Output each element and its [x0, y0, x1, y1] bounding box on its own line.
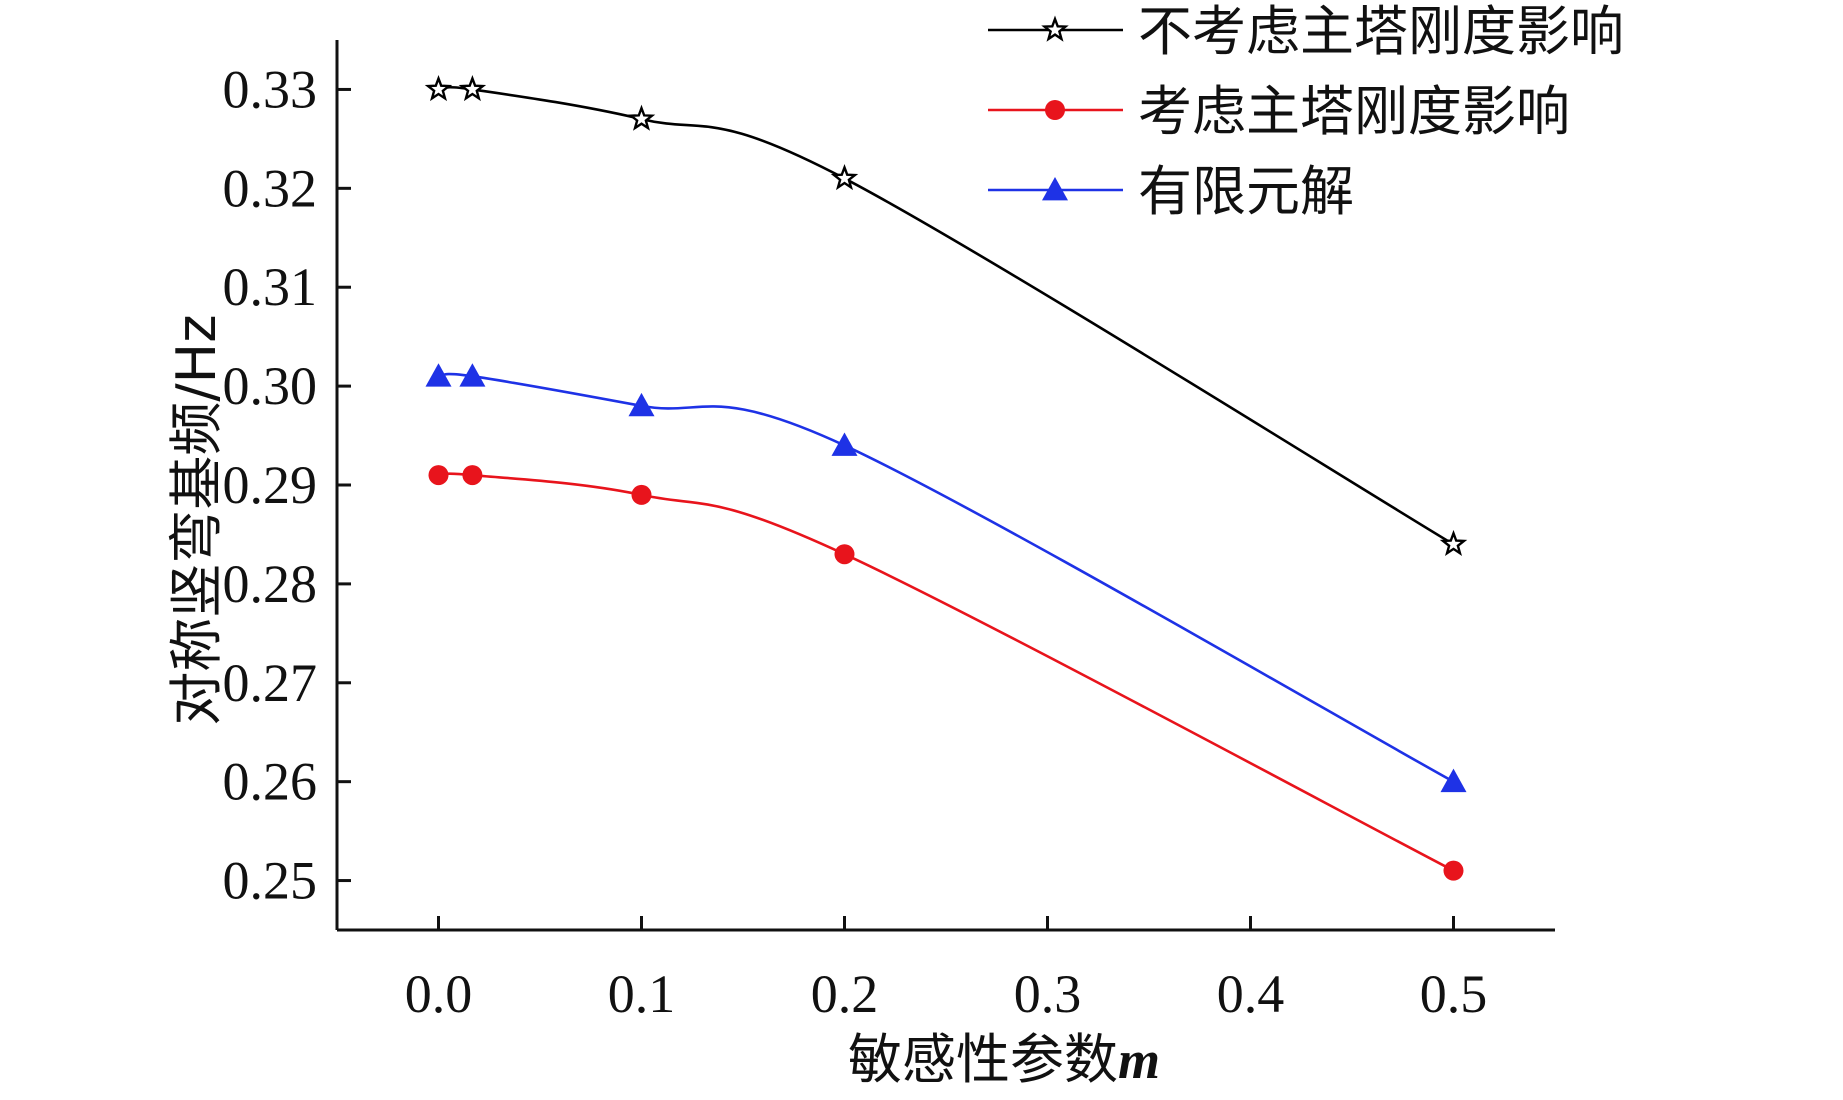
y-tick-label: 0.33 — [223, 59, 318, 119]
y-tick-label: 0.30 — [223, 356, 318, 416]
legend-label: 有限元解 — [1138, 160, 1354, 223]
series-line — [438, 372, 1455, 783]
legend-marker-circle — [1045, 100, 1065, 120]
data-point-circle — [631, 484, 652, 505]
data-point-triangle — [1440, 768, 1467, 793]
data-point-circle — [428, 465, 449, 486]
x-tick-label: 0.4 — [1217, 964, 1285, 1024]
x-axis-title-variable: m — [1118, 1030, 1160, 1090]
x-ticks: 0.0 0.1 0.2 0.3 0.4 0.5 — [405, 916, 1488, 1024]
x-tick-label: 0.3 — [1014, 964, 1082, 1024]
axes — [335, 40, 1555, 932]
series-line — [438, 472, 1455, 872]
legend-label: 不考虑主塔刚度影响 — [1138, 0, 1624, 63]
data-point-star — [627, 104, 656, 131]
y-tick-label: 0.27 — [223, 653, 318, 713]
data-point-triangle — [628, 392, 655, 417]
data-point-star — [424, 74, 453, 102]
x-tick-label: 0.2 — [811, 964, 879, 1024]
y-tick-label: 0.26 — [223, 752, 318, 812]
data-point-triangle — [425, 363, 452, 387]
y-tick-label: 0.29 — [223, 455, 318, 515]
data-point-triangle — [459, 363, 486, 387]
series-1 — [424, 74, 1468, 557]
series-line — [438, 85, 1455, 546]
legend-item: 考虑主塔刚度影响 — [988, 80, 1570, 143]
y-ticks: 0.25 0.26 0.27 0.28 0.29 0.30 0.31 0.32 0.33 — [223, 59, 351, 911]
data-point-triangle — [831, 432, 858, 456]
legend-item: 不考虑主塔刚度影响 — [988, 0, 1624, 63]
y-tick-label: 0.25 — [223, 851, 318, 911]
x-tick-label: 0.5 — [1420, 964, 1488, 1024]
y-tick-label: 0.31 — [223, 257, 318, 317]
legend-marker-star — [1041, 15, 1069, 42]
x-tick-label: 0.0 — [405, 964, 473, 1024]
data-point-star — [458, 74, 487, 102]
x-tick-label: 0.1 — [608, 964, 676, 1024]
data-point-circle — [1443, 860, 1464, 881]
x-axis-title: 敏感性参数m — [848, 1028, 1160, 1091]
data-point-star — [830, 163, 859, 191]
y-tick-label: 0.32 — [223, 158, 318, 218]
series-layer — [424, 74, 1468, 881]
data-point-circle — [834, 544, 855, 565]
x-axis-title-text: 敏感性参数 — [848, 1028, 1118, 1091]
data-point-star — [1439, 529, 1468, 557]
y-tick-label: 0.28 — [223, 554, 318, 614]
legend-marker-triangle — [1042, 177, 1068, 201]
data-point-circle — [462, 465, 483, 486]
series-3 — [425, 363, 1467, 793]
legend-item: 有限元解 — [988, 160, 1354, 223]
series-2 — [428, 465, 1464, 881]
y-axis-title: 对称竖弯基频/Hz — [165, 314, 228, 725]
legend-label: 考虑主塔刚度影响 — [1138, 80, 1570, 143]
